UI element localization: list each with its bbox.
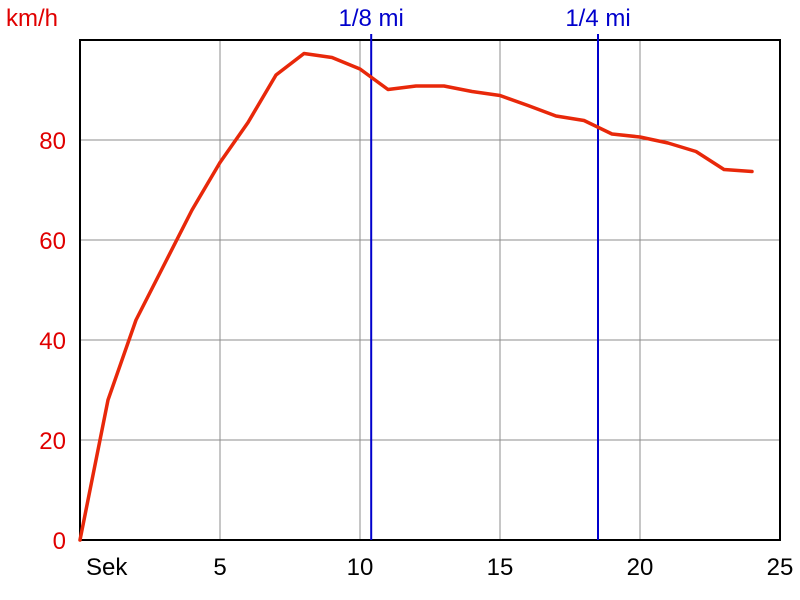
y-tick-labels: 0 20 40 60 80 (39, 128, 66, 555)
y-axis-unit-label: km/h (6, 5, 58, 32)
distance-marker-label: 1/4 mi (565, 5, 630, 32)
distance-markers: 1/8 mi 1/4 mi (339, 5, 631, 540)
grid-lines (80, 40, 780, 540)
y-tick-label: 20 (39, 428, 66, 455)
y-tick-label: 40 (39, 328, 66, 355)
y-tick-label: 60 (39, 228, 66, 255)
x-tick-label: 15 (487, 554, 514, 581)
speed-series-line (78, 51, 754, 542)
y-tick-label: 80 (39, 128, 66, 155)
x-tick-label: 20 (627, 554, 654, 581)
x-tick-label: 25 (767, 554, 794, 581)
series-layer (78, 51, 754, 542)
x-tick-label: 10 (347, 554, 374, 581)
distance-marker-label: 1/8 mi (339, 5, 404, 32)
x-tick-labels: 5 10 15 20 25 (213, 554, 793, 581)
y-tick-label: 0 (53, 528, 66, 555)
plot-frame (79, 39, 781, 541)
x-axis-unit-label: Sek (86, 554, 128, 581)
x-tick-label: 5 (213, 554, 226, 581)
